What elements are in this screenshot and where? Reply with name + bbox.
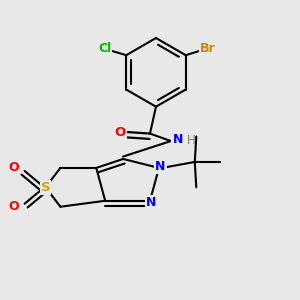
Text: O: O	[8, 200, 19, 213]
Text: N: N	[155, 160, 166, 173]
Text: S: S	[41, 181, 50, 194]
Text: Br: Br	[200, 42, 216, 55]
Text: Cl: Cl	[98, 42, 111, 55]
Text: O: O	[115, 126, 126, 139]
Text: H: H	[187, 134, 196, 147]
Text: N: N	[146, 196, 157, 209]
Text: N: N	[172, 133, 183, 146]
Text: O: O	[8, 161, 19, 174]
